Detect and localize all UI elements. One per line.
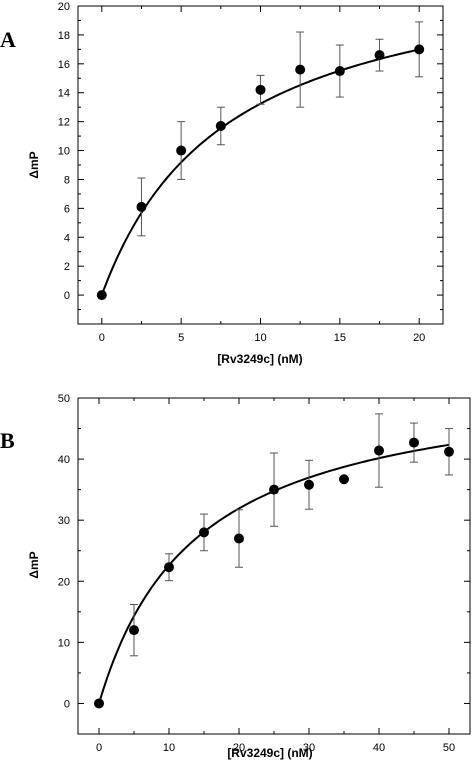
panel-b-data-points (94, 437, 454, 709)
panel-b-x-tick-label: 20 (233, 742, 245, 754)
panel-a-y-tick-label: 20 (58, 1, 70, 13)
panel-b: B 0 10 20 30 40 50 0 10 20 30 40 50 [Rv3249c] (nM)… (0, 393, 471, 760)
panel-a-y-tick-label: 8 (64, 174, 70, 186)
panel-a-data-point (136, 201, 147, 212)
panel-b-data-point (129, 625, 139, 636)
panel-a-x-tick-labels: 0 5 10 15 20 (99, 332, 426, 344)
panel-b-y-tick-label: 10 (58, 637, 70, 649)
panel-a-y-tick-label: 16 (58, 59, 70, 71)
panel-b-x-tick-label: 10 (163, 742, 175, 754)
panel-a-x-tick-label: 15 (334, 332, 346, 344)
panel-a: A 0 5 10 15 20 0 2 4 6 8 10 12 14 16 18 20 [Rv3249c] (… (0, 1, 444, 366)
panel-a-y-tick-label: 12 (58, 117, 70, 129)
panel-a-tick-marks (78, 5, 443, 324)
panel-a-data-points (96, 44, 425, 301)
panel-a-data-point (176, 145, 187, 156)
panel-a-data-point (295, 64, 306, 75)
panel-b-data-point (199, 527, 209, 538)
panel-b-data-point (339, 474, 349, 485)
panel-b-x-axis-title: [Rv3249c] (nM) (227, 746, 312, 760)
panel-a-x-axis-title: [Rv3249c] (nM) (217, 352, 302, 366)
panel-a-y-tick-label: 18 (58, 30, 70, 42)
panel-b-y-tick-label: 40 (58, 454, 70, 466)
panel-a-data-point (96, 290, 107, 301)
panel-b-error-bars (130, 413, 453, 657)
panel-b-label: B (0, 428, 15, 453)
panel-a-data-point (255, 84, 266, 95)
panel-a-x-tick-label: 10 (254, 332, 266, 344)
panel-b-y-tick-label: 30 (58, 515, 70, 527)
panel-b-data-point (94, 698, 104, 709)
panel-b-y-tick-label: 20 (58, 576, 70, 588)
panel-a-y-tick-label: 14 (58, 88, 70, 100)
panel-a-data-point (374, 50, 385, 61)
panel-b-y-tick-labels: 0 10 20 30 40 50 (58, 393, 70, 710)
panel-a-y-tick-label: 4 (64, 232, 70, 244)
panel-b-y-tick-label: 0 (64, 698, 70, 710)
panel-a-x-tick-label: 20 (413, 332, 425, 344)
panel-b-data-point (444, 446, 454, 457)
panel-b-data-point (234, 533, 244, 544)
panel-b-plot-frame (77, 397, 471, 735)
panel-a-y-tick-label: 10 (58, 146, 70, 158)
panel-b-x-tick-label: 30 (303, 742, 315, 754)
panel-a-x-tick-label: 0 (99, 332, 105, 344)
panel-a-data-point (414, 44, 425, 55)
panel-a-y-axis-title: ΔmP (27, 151, 41, 178)
panel-b-data-point (374, 445, 384, 456)
panel-b-tick-marks (78, 397, 470, 735)
panel-b-data-point (164, 562, 174, 573)
panel-b-x-tick-label: 40 (373, 742, 385, 754)
panel-b-x-tick-label: 50 (443, 742, 455, 754)
panel-b-x-tick-labels: 0 10 20 30 40 50 (96, 742, 455, 754)
panel-b-data-point (409, 437, 419, 448)
panel-a-data-point (215, 120, 226, 131)
panel-a-data-point (334, 66, 345, 77)
panel-b-x-tick-label: 0 (96, 742, 102, 754)
panel-a-y-tick-label: 0 (64, 290, 70, 302)
panel-a-label: A (0, 27, 16, 52)
panel-b-data-point (304, 479, 314, 490)
panel-a-plot-frame (77, 5, 444, 325)
panel-a-y-tick-label: 2 (64, 261, 70, 273)
panel-b-data-point (269, 484, 279, 495)
panel-a-y-tick-labels: 0 2 4 6 8 10 12 14 16 18 20 (58, 1, 70, 302)
panel-a-y-tick-label: 6 (64, 203, 70, 215)
panel-b-y-axis-title: ΔmP (27, 551, 41, 578)
panel-b-y-tick-label: 50 (58, 393, 70, 405)
panel-a-x-tick-label: 5 (178, 332, 184, 344)
